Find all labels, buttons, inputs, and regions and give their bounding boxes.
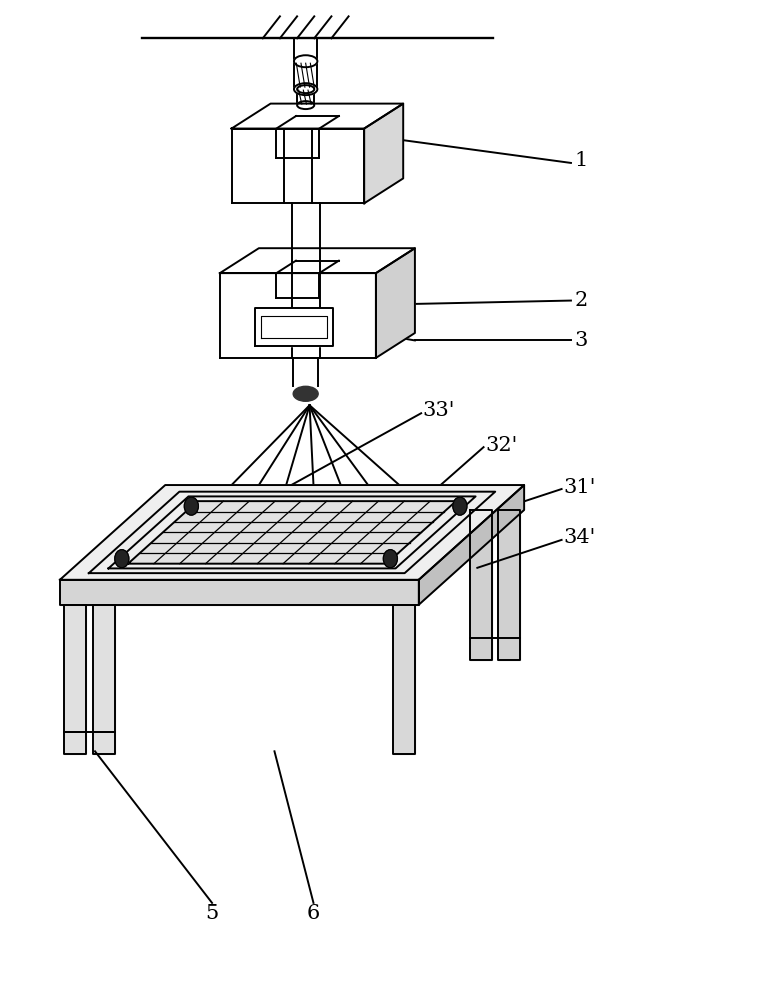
Polygon shape bbox=[220, 248, 415, 273]
Text: 3: 3 bbox=[575, 331, 588, 350]
Polygon shape bbox=[364, 104, 403, 203]
Text: 31': 31' bbox=[563, 478, 596, 497]
Polygon shape bbox=[60, 580, 419, 605]
Polygon shape bbox=[93, 605, 115, 754]
Circle shape bbox=[184, 497, 198, 515]
Polygon shape bbox=[255, 308, 333, 346]
Ellipse shape bbox=[294, 83, 317, 95]
Text: 34': 34' bbox=[563, 528, 596, 547]
Text: 1: 1 bbox=[575, 151, 588, 170]
Polygon shape bbox=[128, 501, 456, 564]
Text: 5: 5 bbox=[205, 904, 218, 923]
Polygon shape bbox=[419, 485, 524, 605]
Polygon shape bbox=[376, 248, 415, 358]
Polygon shape bbox=[499, 510, 520, 660]
Polygon shape bbox=[60, 485, 524, 580]
Circle shape bbox=[115, 550, 129, 568]
Text: 6: 6 bbox=[307, 904, 320, 923]
Circle shape bbox=[453, 497, 467, 515]
Text: 2: 2 bbox=[575, 291, 588, 310]
Polygon shape bbox=[220, 273, 376, 358]
Ellipse shape bbox=[297, 85, 314, 93]
Polygon shape bbox=[232, 104, 403, 129]
Polygon shape bbox=[393, 605, 415, 754]
Text: 33': 33' bbox=[423, 401, 455, 420]
Ellipse shape bbox=[297, 101, 314, 109]
Polygon shape bbox=[63, 605, 85, 754]
Polygon shape bbox=[232, 129, 364, 203]
Polygon shape bbox=[471, 510, 493, 660]
Circle shape bbox=[384, 550, 398, 568]
Ellipse shape bbox=[293, 386, 318, 401]
Ellipse shape bbox=[294, 55, 317, 67]
Polygon shape bbox=[262, 316, 327, 338]
Text: 32': 32' bbox=[485, 436, 518, 455]
